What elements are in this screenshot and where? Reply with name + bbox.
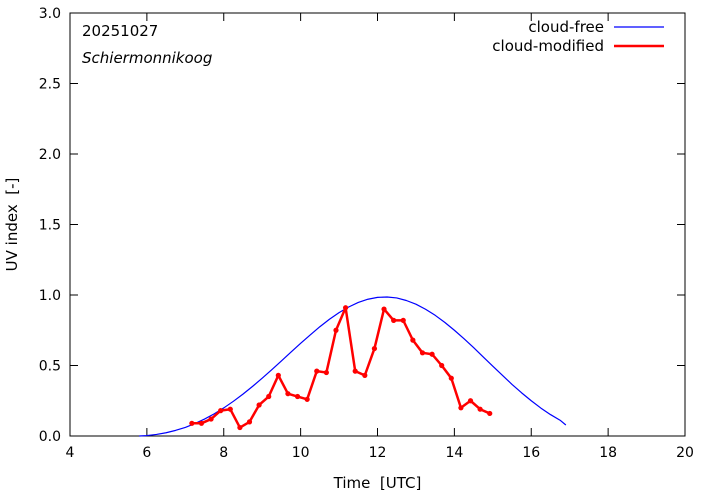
- data-point-cloud-modified: [218, 408, 224, 414]
- data-point-cloud-modified: [487, 410, 493, 417]
- data-point-cloud-modified: [448, 375, 454, 381]
- data-point-cloud-modified: [256, 402, 262, 408]
- data-point-cloud-modified: [342, 305, 349, 311]
- axis-ticks: 4 6 8 10 12 14 16 18 20 0.0 0.5 1.0 1.5 2.0 2.5 3.0: [39, 6, 694, 461]
- x-tick-label: 4: [66, 445, 75, 461]
- data-point-cloud-modified: [198, 420, 205, 426]
- data-point-cloud-modified: [323, 369, 329, 376]
- legend-label-cloud-modified: cloud-modified: [492, 37, 604, 55]
- data-point-cloud-modified: [304, 396, 310, 402]
- data-point-cloud-modified: [227, 406, 233, 412]
- y-tick-label: 2.0: [39, 147, 61, 163]
- data-point-cloud-modified: [333, 327, 339, 333]
- y-tick-label: 0.0: [39, 429, 61, 445]
- x-tick-label: 10: [292, 445, 310, 461]
- y-tick-label: 0.5: [39, 359, 61, 375]
- data-point-cloud-modified: [237, 424, 243, 431]
- data-point-cloud-modified: [419, 350, 426, 356]
- series-line-cloud-free: [139, 296, 567, 437]
- data-point-cloud-modified: [467, 398, 474, 404]
- data-point-cloud-modified: [362, 372, 368, 378]
- y-axis-label: UV index [-]: [3, 178, 21, 272]
- x-tick-label: 8: [219, 445, 228, 461]
- data-point-cloud-modified: [381, 306, 387, 312]
- x-tick-label: 16: [522, 445, 540, 461]
- y-tick-label: 1.5: [39, 218, 61, 234]
- station-annotation: Schiermonnikoog: [82, 49, 212, 67]
- legend-label-cloud-free: cloud-free: [528, 18, 604, 36]
- series-layer: [139, 296, 567, 437]
- data-point-cloud-modified: [391, 317, 397, 323]
- data-point-cloud-modified: [246, 419, 253, 425]
- data-point-cloud-modified: [275, 372, 281, 378]
- x-tick-label: 18: [599, 445, 617, 461]
- plot-frame: [69, 12, 686, 437]
- legend: cloud-free cloud-modified: [492, 18, 664, 55]
- x-tick-label: 12: [369, 445, 387, 461]
- x-tick-label: 14: [445, 445, 463, 461]
- date-annotation: 20251027: [82, 22, 158, 40]
- y-tick-label: 1.0: [39, 288, 61, 304]
- data-point-cloud-modified: [208, 416, 214, 422]
- data-point-cloud-modified: [429, 351, 435, 357]
- data-point-cloud-modified: [477, 406, 483, 412]
- data-point-cloud-modified: [314, 368, 320, 374]
- y-tick-label: 3.0: [39, 6, 61, 22]
- data-point-cloud-modified: [294, 393, 301, 400]
- x-tick-label: 6: [142, 445, 151, 461]
- data-point-cloud-modified: [410, 337, 416, 343]
- y-tick-label: 2.5: [39, 77, 61, 93]
- data-point-cloud-modified: [352, 368, 358, 374]
- data-point-cloud-modified: [266, 393, 272, 400]
- series-line-cloud-modified: [191, 306, 491, 429]
- x-tick-label: 20: [676, 445, 694, 461]
- x-axis-label: Time [UTC]: [333, 474, 422, 492]
- data-point-cloud-modified: [371, 345, 378, 352]
- data-point-cloud-modified: [189, 420, 195, 426]
- data-point-cloud-modified: [400, 317, 406, 323]
- data-point-cloud-modified: [285, 391, 291, 397]
- data-point-cloud-modified: [458, 405, 464, 411]
- data-point-cloud-modified: [439, 362, 445, 369]
